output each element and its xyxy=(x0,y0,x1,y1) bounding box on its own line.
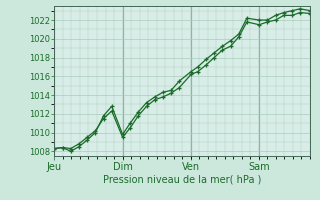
X-axis label: Pression niveau de la mer( hPa ): Pression niveau de la mer( hPa ) xyxy=(103,174,261,184)
